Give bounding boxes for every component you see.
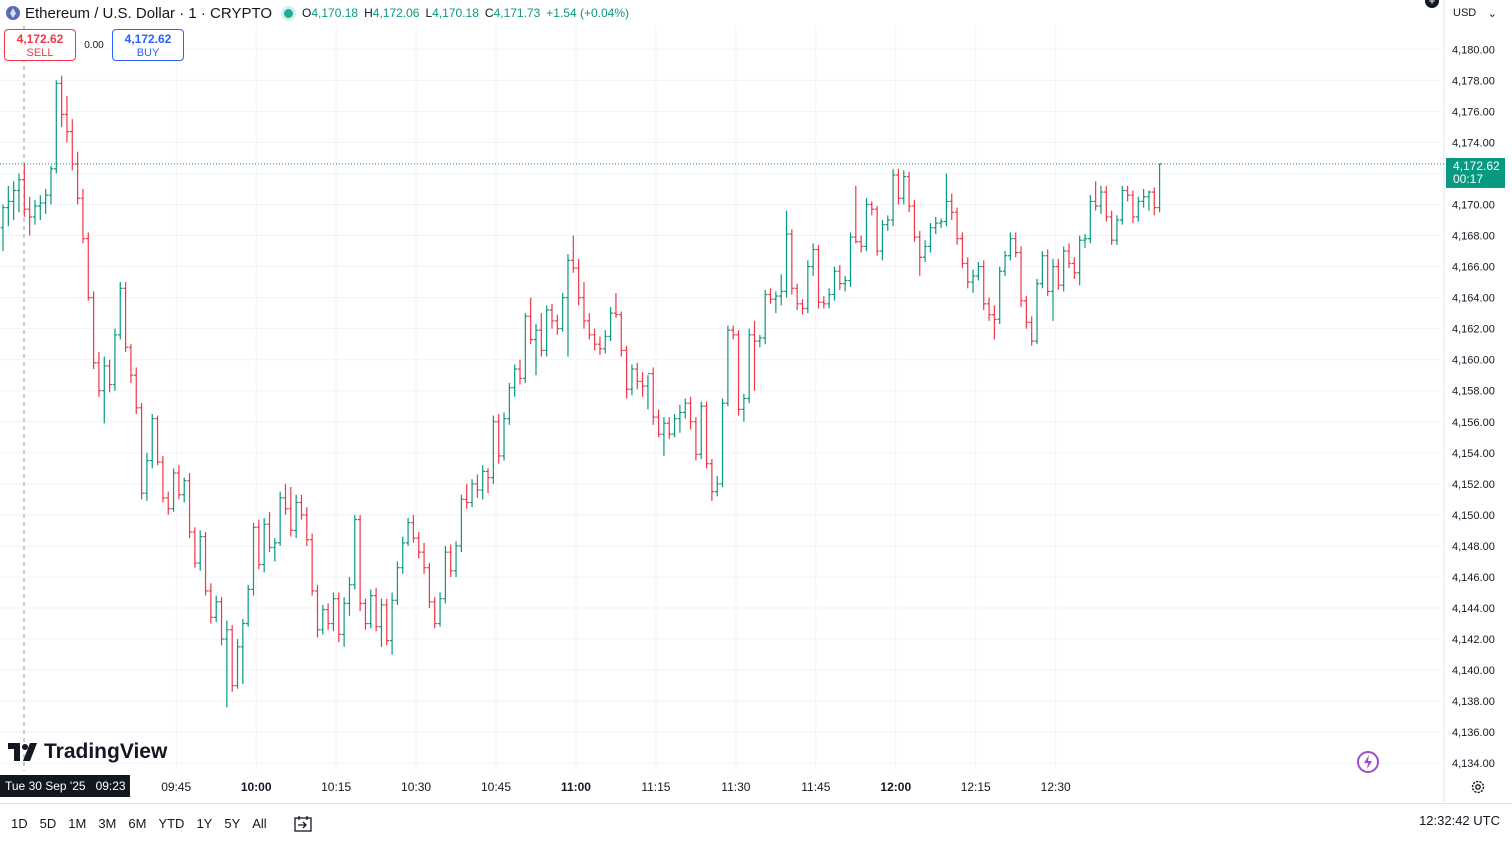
x-tick-label: 10:15	[321, 780, 351, 794]
y-tick-label: 4,150.00	[1452, 510, 1495, 522]
x-tick-label: 11:45	[801, 780, 830, 794]
range-6m[interactable]: 6M	[128, 816, 147, 831]
y-tick-label: 4,166.00	[1452, 262, 1495, 274]
y-tick-label: 4,174.00	[1452, 137, 1495, 149]
brand-name: TradingView	[44, 740, 168, 763]
bottom-toolbar: 1D 5D 1M 3M 6M YTD 1Y 5Y All	[0, 803, 1512, 843]
symbol-header: Ethereum / U.S. Dollar · 1 · CRYPTO O4,1…	[0, 0, 629, 26]
spread-value: 0.00	[84, 40, 104, 51]
y-tick-label: 4,148.00	[1452, 541, 1495, 553]
x-tick-label: 12:30	[1041, 780, 1071, 794]
y-tick-label: 4,154.00	[1452, 448, 1495, 460]
y-tick-label: 4,180.00	[1452, 44, 1495, 56]
x-tick-label: 11:30	[721, 780, 750, 794]
range-1d[interactable]: 1D	[11, 816, 28, 831]
utc-clock[interactable]: 12:32:42 UTC	[1419, 813, 1500, 828]
sell-button[interactable]: 4,172.62 SELL	[4, 29, 76, 61]
x-tick-label: 09:45	[161, 780, 191, 794]
x-tick-label: 10:00	[241, 780, 272, 794]
range-1m[interactable]: 1M	[68, 816, 87, 831]
tradingview-logo[interactable]: TradingView	[8, 740, 167, 764]
ohlc-values: O4,170.18 H4,172.06 L4,170.18 C4,171.73 …	[302, 6, 630, 20]
x-tick-label: 10:45	[481, 780, 511, 794]
y-tick-label: 4,136.00	[1452, 727, 1495, 739]
x-tick-label: 12:15	[961, 780, 991, 794]
x-tick-label: 10:30	[401, 780, 431, 794]
lightning-icon[interactable]	[1355, 749, 1381, 775]
last-price-value: 4,172.62	[1453, 159, 1500, 173]
date-range-icon[interactable]	[293, 815, 313, 833]
y-tick-label: 4,152.00	[1452, 479, 1495, 491]
y-tick-label: 4,178.00	[1452, 75, 1495, 87]
x-tick-label: 11:15	[641, 780, 670, 794]
buy-button[interactable]: 4,172.62 BUY	[112, 29, 184, 61]
y-tick-label: 4,158.00	[1452, 386, 1495, 398]
last-price-label: 4,172.62 00:17	[1446, 158, 1505, 188]
crosshair-time-label: Tue 30 Sep '25 09:23	[0, 775, 130, 797]
market-status-icon[interactable]	[284, 8, 294, 18]
y-tick-label: 4,138.00	[1452, 696, 1495, 708]
x-tick-label: 12:00	[880, 780, 911, 794]
y-tick-label: 4,140.00	[1452, 665, 1495, 677]
chevron-down-icon: ⌄	[1487, 7, 1497, 20]
x-tick-label: 11:00	[561, 780, 591, 794]
y-tick-label: 4,160.00	[1452, 355, 1495, 367]
y-tick-label: 4,142.00	[1452, 634, 1495, 646]
y-tick-label: 4,156.00	[1452, 417, 1495, 429]
ethereum-icon	[6, 6, 20, 20]
y-tick-label: 4,162.00	[1452, 324, 1495, 336]
y-tick-label: 4,170.00	[1452, 199, 1495, 211]
range-5y[interactable]: 5Y	[224, 816, 241, 831]
currency-select[interactable]: USD ⌄	[1453, 7, 1497, 20]
bar-countdown: 00:17	[1453, 172, 1484, 186]
y-tick-label: 4,134.00	[1452, 758, 1495, 770]
range-5d[interactable]: 5D	[39, 816, 57, 831]
tradingview-logo-icon	[8, 743, 37, 761]
symbol-title[interactable]: Ethereum / U.S. Dollar · 1 · CRYPTO	[25, 4, 273, 22]
range-ytd[interactable]: YTD	[158, 816, 185, 831]
range-1y[interactable]: 1Y	[196, 816, 213, 831]
change-value: +1.54 (+0.04%)	[546, 6, 630, 20]
range-3m[interactable]: 3M	[98, 816, 117, 831]
range-all[interactable]: All	[252, 816, 267, 831]
y-tick-label: 4,168.00	[1452, 231, 1495, 243]
settings-gear-icon[interactable]	[1469, 778, 1487, 796]
y-tick-label: 4,164.00	[1452, 293, 1495, 305]
y-tick-label: 4,176.00	[1452, 106, 1495, 118]
y-tick-label: 4,144.00	[1452, 603, 1495, 615]
y-tick-label: 4,146.00	[1452, 572, 1495, 584]
add-icon[interactable]: +	[1425, 0, 1439, 8]
